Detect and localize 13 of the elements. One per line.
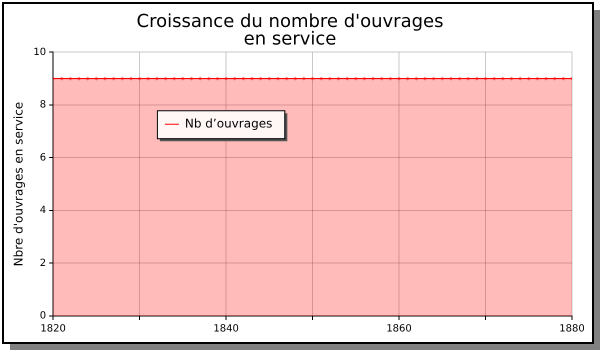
y-tick-label: 2	[40, 258, 46, 269]
x-tick-label: 1880	[559, 324, 585, 335]
x-tick-label: 1820	[40, 324, 66, 335]
y-tick-label: 6	[40, 152, 46, 164]
y-tick-label: 4	[40, 205, 46, 216]
chart-title: Croissance du nombre d'ouvrages en service	[136, 11, 444, 50]
x-tick-label: 1860	[386, 324, 412, 335]
y-axis-title: Nbre d'ouvrages en service	[11, 102, 26, 266]
x-tick-label: 1840	[213, 324, 239, 335]
y-tick-label: 10	[33, 46, 46, 58]
legend-label: Nb d’ouvrages	[184, 116, 272, 130]
y-tick-label: 8	[40, 100, 46, 111]
y-tick-label: 0	[40, 310, 46, 322]
